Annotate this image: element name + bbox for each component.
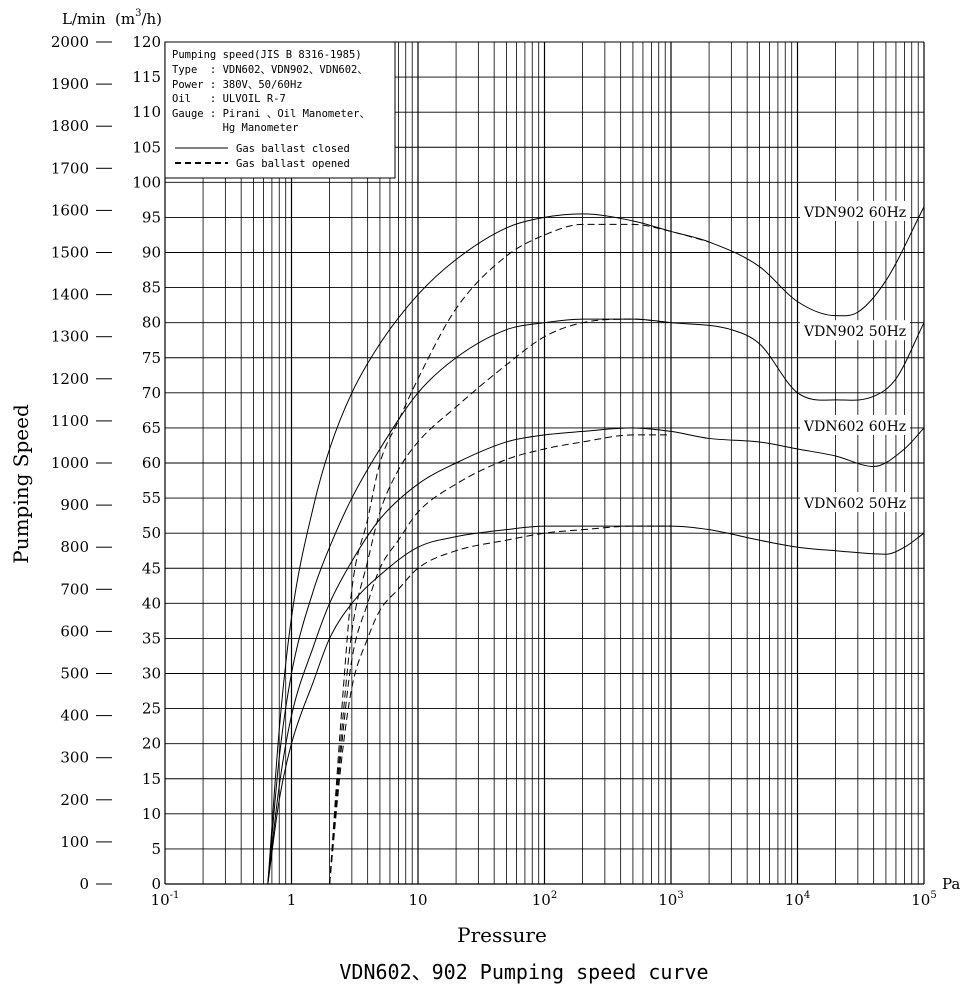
- right-tick-label: 70: [142, 384, 161, 402]
- right-tick-label: 0: [151, 875, 161, 893]
- series-labels: VDN902 60Hz VDN902 50Hz VDN602 60Hz VDN602 …: [800, 200, 910, 513]
- x-tick-label: 1: [287, 891, 297, 909]
- right-unit-label: (m3/h): [115, 8, 162, 28]
- series-label: VDN602 50Hz: [803, 496, 906, 512]
- x-tick-label: 102: [532, 890, 557, 909]
- right-tick-label: 95: [142, 208, 161, 226]
- right-tick-label: 25: [142, 700, 161, 718]
- x-axis-title: Pressure: [457, 923, 547, 947]
- series-line: [329, 434, 671, 885]
- series-line: [267, 427, 925, 885]
- left-tick-label: 300: [60, 749, 89, 767]
- chart-title: VDN602、902 Pumping speed curve: [339, 960, 708, 984]
- right-tick-label: 90: [142, 244, 161, 262]
- legend: Pumping speed(JIS B 8316-1985) Type : VD…: [164, 41, 396, 179]
- series-line: [329, 525, 671, 885]
- x-tick-label: 10: [408, 891, 427, 909]
- right-tick-label: 80: [142, 314, 161, 332]
- x-unit-label: Pa: [942, 875, 960, 893]
- legend-line-3: Power : 380V、50/60Hz: [172, 79, 303, 91]
- left-tick-label: 500: [60, 665, 89, 683]
- y-axis-title: Pumping Speed: [9, 404, 33, 564]
- tick-labels: 0100200300400500600700800900100011001200…: [51, 33, 937, 909]
- left-tick-label: 400: [60, 707, 89, 725]
- series-line: [267, 525, 925, 885]
- right-tick-label: 55: [142, 489, 161, 507]
- legend-line-1: Pumping speed(JIS B 8316-1985): [172, 49, 362, 61]
- right-tick-label: 5: [151, 840, 161, 858]
- left-tick-label: 1700: [51, 159, 89, 177]
- left-tick-label: 900: [60, 496, 89, 514]
- legend-line-5: Gauge : Pirani 、Oil Manometer、: [172, 108, 370, 120]
- series-label: VDN902 50Hz: [803, 324, 906, 340]
- left-tick-label: 600: [60, 622, 89, 640]
- series-label: VDN602 60Hz: [803, 419, 906, 435]
- legend-box: [164, 41, 396, 179]
- left-tick-label: 2000: [51, 33, 89, 51]
- left-tick-label: 1400: [51, 286, 89, 304]
- right-tick-label: 110: [132, 103, 161, 121]
- right-tick-label: 115: [132, 68, 161, 86]
- left-tick-label: 800: [60, 538, 89, 556]
- left-tick-label: 1100: [51, 412, 89, 430]
- right-tick-label: 75: [142, 349, 161, 367]
- legend-line-6: Hg Manometer: [172, 122, 298, 134]
- series-label-bg: [800, 200, 910, 221]
- series-line: [329, 223, 710, 885]
- right-tick-label: 45: [142, 559, 161, 577]
- right-tick-label: 10: [142, 805, 161, 823]
- left-tick-label: 700: [60, 580, 89, 598]
- series-label-bg: [800, 414, 910, 435]
- series-label-bg: [800, 492, 910, 513]
- x-tick-label: 104: [785, 890, 810, 909]
- left-tick-label: 1200: [51, 370, 89, 388]
- legend-line-2: Type : VDN602、VDN902、VDN602、: [172, 64, 368, 76]
- left-tick-label: 1800: [51, 117, 89, 135]
- left-tick-label: 1600: [51, 201, 89, 219]
- right-tick-label: 85: [142, 279, 161, 297]
- x-tick-label: 105: [911, 890, 936, 909]
- left-tick-label: 1000: [51, 454, 89, 472]
- series-line: [267, 318, 925, 885]
- right-tick-label: 40: [142, 594, 161, 612]
- series-line: [267, 206, 925, 885]
- series-line: [329, 318, 672, 885]
- legend-entry-closed: Gas ballast closed: [236, 143, 350, 155]
- right-tick-label: 50: [142, 524, 161, 542]
- x-tick-label: 10-1: [151, 890, 180, 909]
- left-unit-label: L/min: [62, 10, 106, 28]
- left-tick-label: 200: [60, 791, 89, 809]
- legend-line-4: Oil : ULVOIL R-7: [172, 93, 286, 105]
- right-tick-label: 20: [142, 735, 161, 753]
- right-tick-label: 120: [132, 33, 161, 51]
- left-tick-label: 1900: [51, 75, 89, 93]
- right-tick-label: 35: [142, 629, 161, 647]
- series-label: VDN902 60Hz: [803, 205, 906, 221]
- left-tick-label: 1300: [51, 328, 89, 346]
- right-tick-label: 30: [142, 665, 161, 683]
- series-label-bg: [800, 320, 910, 341]
- x-tick-label: 103: [658, 890, 683, 909]
- left-tick-label: 0: [79, 875, 89, 893]
- legend-entry-opened: Gas ballast opened: [236, 158, 350, 170]
- right-tick-label: 60: [142, 454, 161, 472]
- right-tick-label: 100: [132, 173, 161, 191]
- left-tick-label: 1500: [51, 244, 89, 262]
- right-tick-label: 105: [132, 138, 161, 156]
- left-tick-label: 100: [60, 833, 89, 851]
- right-tick-label: 65: [142, 419, 161, 437]
- right-tick-label: 15: [142, 770, 161, 788]
- curves: [267, 206, 925, 885]
